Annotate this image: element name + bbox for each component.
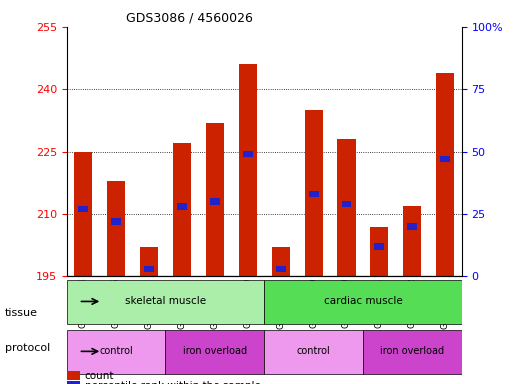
Bar (342, 201, 351, 207)
Text: control: control (99, 346, 133, 356)
Bar (140, 247, 158, 276)
Bar (206, 122, 224, 276)
Bar (177, 204, 187, 210)
Text: iron overload: iron overload (380, 346, 444, 356)
Bar (243, 151, 253, 157)
Text: percentile rank within the sample: percentile rank within the sample (85, 381, 261, 384)
Bar (144, 266, 154, 272)
Text: GDS3086 / 4560026: GDS3086 / 4560026 (126, 11, 253, 24)
Bar (78, 206, 88, 212)
Text: tissue: tissue (5, 308, 38, 318)
Bar (271, 247, 290, 276)
Bar (107, 181, 125, 276)
FancyBboxPatch shape (363, 330, 462, 374)
Bar (338, 139, 356, 276)
Text: count: count (85, 371, 114, 381)
Bar (210, 199, 220, 205)
Bar (403, 206, 421, 276)
Bar (111, 218, 121, 225)
Text: cardiac muscle: cardiac muscle (324, 296, 402, 306)
Bar (239, 64, 257, 276)
Text: iron overload: iron overload (183, 346, 247, 356)
Bar (305, 110, 323, 276)
Bar (407, 223, 417, 230)
Bar (436, 73, 455, 276)
Bar (275, 266, 286, 272)
Bar (173, 143, 191, 276)
Text: skeletal muscle: skeletal muscle (125, 296, 206, 306)
Bar (309, 191, 319, 197)
Text: protocol: protocol (5, 343, 50, 353)
Bar (74, 152, 92, 276)
FancyBboxPatch shape (264, 280, 462, 324)
FancyBboxPatch shape (165, 330, 264, 374)
Text: control: control (297, 346, 330, 356)
FancyBboxPatch shape (264, 330, 363, 374)
Bar (370, 227, 388, 276)
FancyBboxPatch shape (67, 330, 165, 374)
FancyBboxPatch shape (67, 280, 264, 324)
Bar (374, 243, 384, 250)
Bar (440, 156, 450, 162)
